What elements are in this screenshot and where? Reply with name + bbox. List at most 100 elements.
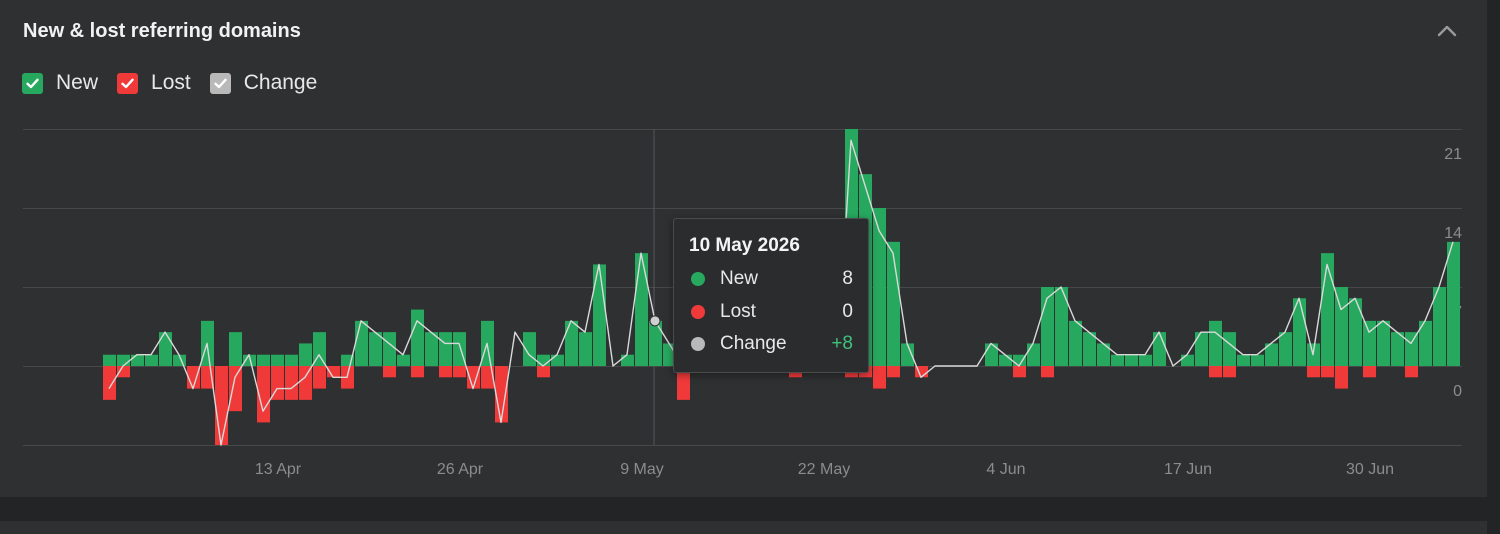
lost-bar [677, 366, 690, 400]
new-bar [1405, 332, 1418, 366]
lost-bar [439, 366, 452, 378]
checkbox-new[interactable] [22, 72, 43, 94]
legend-label-lost: Lost [151, 71, 191, 94]
new-bar [369, 332, 382, 366]
new-bar [285, 354, 298, 366]
lost-bar [873, 366, 886, 389]
new-bar [1223, 332, 1236, 366]
legend-toggle-change[interactable]: Change [209, 71, 317, 95]
legend-toggle-lost[interactable]: Lost [117, 71, 191, 95]
new-bar [411, 309, 424, 366]
change-dot-icon [691, 337, 705, 351]
legend-label-new: New [56, 71, 99, 94]
lost-bar [1209, 366, 1222, 378]
lost-bar [327, 366, 340, 378]
lost-bar [103, 366, 116, 400]
new-bar [1069, 320, 1082, 366]
new-bar [173, 354, 186, 366]
tooltip-row-lost: Lost 0 [691, 299, 853, 325]
new-bar [551, 354, 564, 366]
tooltip-value-change: +8 [831, 333, 853, 354]
new-bar [537, 354, 550, 366]
x-tick-label: 17 Jun [1164, 461, 1212, 478]
lost-bar [411, 366, 424, 378]
new-bar [1279, 332, 1292, 366]
new-bar [341, 354, 354, 366]
lost-bar [537, 366, 550, 378]
new-bar [1195, 332, 1208, 366]
new-bar [117, 354, 130, 366]
new-bar [1265, 343, 1278, 366]
x-tick-label: 9 May [620, 461, 664, 478]
new-bar [159, 332, 172, 366]
new-bar [103, 354, 116, 366]
new-bar [1447, 241, 1460, 366]
new-bar [1153, 332, 1166, 366]
lost-bar [299, 366, 312, 400]
new-bar [901, 343, 914, 366]
change-point-highlight [649, 315, 661, 327]
new-bar [1055, 287, 1068, 366]
new-bar [873, 208, 886, 366]
new-bar [131, 354, 144, 366]
lost-bar [887, 366, 900, 378]
lost-bar [257, 366, 270, 423]
tooltip-value-new: 8 [842, 268, 853, 289]
lost-bar [915, 366, 928, 378]
x-tick-label: 26 Apr [437, 461, 484, 478]
lost-bar [271, 366, 284, 400]
new-bar [397, 354, 410, 366]
lost-bar [383, 366, 396, 378]
y-tick-label: 0 [1453, 383, 1462, 400]
x-tick-label: 4 Jun [986, 461, 1025, 478]
new-bar [1139, 354, 1152, 366]
new-bar [1083, 332, 1096, 366]
tooltip-label-change: Change [720, 333, 787, 354]
lost-bar [481, 366, 494, 389]
checkbox-change[interactable] [209, 72, 231, 94]
new-bar [1181, 354, 1194, 366]
checkbox-lost[interactable] [117, 72, 139, 94]
new-bar [649, 320, 662, 366]
lost-bar [313, 366, 326, 389]
legend: New Lost Change [22, 71, 336, 95]
lost-bar [1013, 366, 1026, 378]
lost-bar [285, 366, 298, 400]
collapse-chevron-icon[interactable] [1436, 22, 1458, 40]
x-tick-label: 30 Jun [1346, 461, 1394, 478]
check-icon [26, 78, 39, 88]
new-bar [1027, 343, 1040, 366]
new-bar [1391, 332, 1404, 366]
lost-dot-icon [691, 305, 705, 319]
new-bar [229, 332, 242, 366]
new-bar [1097, 343, 1110, 366]
new-bar [593, 264, 606, 366]
new-bar [257, 354, 270, 366]
lost-bar [1363, 366, 1376, 378]
lost-bar [1405, 366, 1418, 378]
new-bar [425, 332, 438, 366]
tooltip-row-change: Change +8 [691, 331, 853, 357]
new-bar [383, 332, 396, 366]
lost-bar [453, 366, 466, 378]
check-icon [121, 78, 134, 88]
new-bar [313, 332, 326, 366]
new-bar [355, 320, 368, 366]
new-bar [1251, 354, 1264, 366]
new-bar [145, 354, 158, 366]
new-bar [999, 354, 1012, 366]
new-bar [439, 332, 452, 366]
new-bar [1209, 320, 1222, 366]
lost-bar [1335, 366, 1348, 389]
new-bar [299, 343, 312, 366]
new-bar [1237, 354, 1250, 366]
lost-bar [467, 366, 480, 389]
new-bar [1433, 287, 1446, 366]
new-bar [621, 354, 634, 366]
new-bar [243, 354, 256, 366]
new-bar [1321, 253, 1334, 366]
new-bar [1125, 354, 1138, 366]
chart-tooltip: 10 May 2026 New 8 Lost 0 Change +8 [673, 218, 869, 373]
new-bar [1349, 298, 1362, 366]
legend-toggle-new[interactable]: New [22, 71, 98, 95]
